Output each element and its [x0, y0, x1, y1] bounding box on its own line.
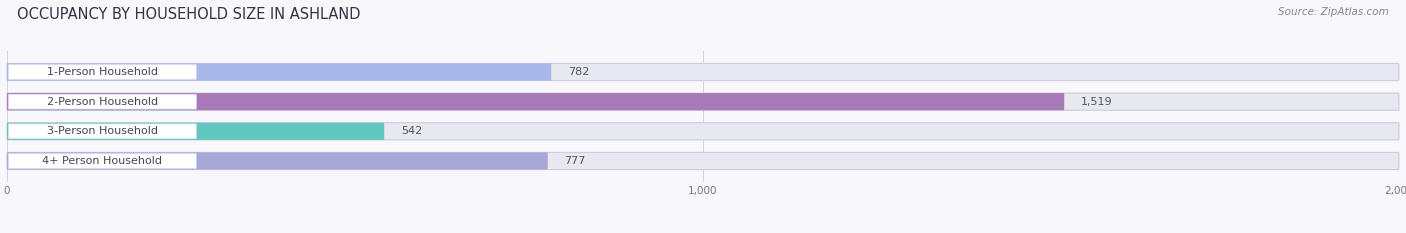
FancyBboxPatch shape	[7, 123, 384, 140]
FancyBboxPatch shape	[8, 94, 197, 109]
FancyBboxPatch shape	[7, 152, 1399, 170]
FancyBboxPatch shape	[7, 152, 548, 170]
Text: 1-Person Household: 1-Person Household	[46, 67, 157, 77]
FancyBboxPatch shape	[8, 154, 197, 168]
Text: 3-Person Household: 3-Person Household	[46, 126, 157, 136]
Text: 542: 542	[401, 126, 422, 136]
FancyBboxPatch shape	[7, 93, 1064, 110]
FancyBboxPatch shape	[7, 63, 1399, 81]
Text: 782: 782	[568, 67, 589, 77]
FancyBboxPatch shape	[8, 124, 197, 139]
Text: Source: ZipAtlas.com: Source: ZipAtlas.com	[1278, 7, 1389, 17]
FancyBboxPatch shape	[7, 93, 1399, 110]
FancyBboxPatch shape	[7, 123, 1399, 140]
FancyBboxPatch shape	[7, 63, 551, 81]
Text: OCCUPANCY BY HOUSEHOLD SIZE IN ASHLAND: OCCUPANCY BY HOUSEHOLD SIZE IN ASHLAND	[17, 7, 360, 22]
Text: 777: 777	[564, 156, 586, 166]
FancyBboxPatch shape	[8, 65, 197, 79]
Text: 1,519: 1,519	[1081, 97, 1112, 107]
Text: 4+ Person Household: 4+ Person Household	[42, 156, 162, 166]
Text: 2-Person Household: 2-Person Household	[46, 97, 157, 107]
